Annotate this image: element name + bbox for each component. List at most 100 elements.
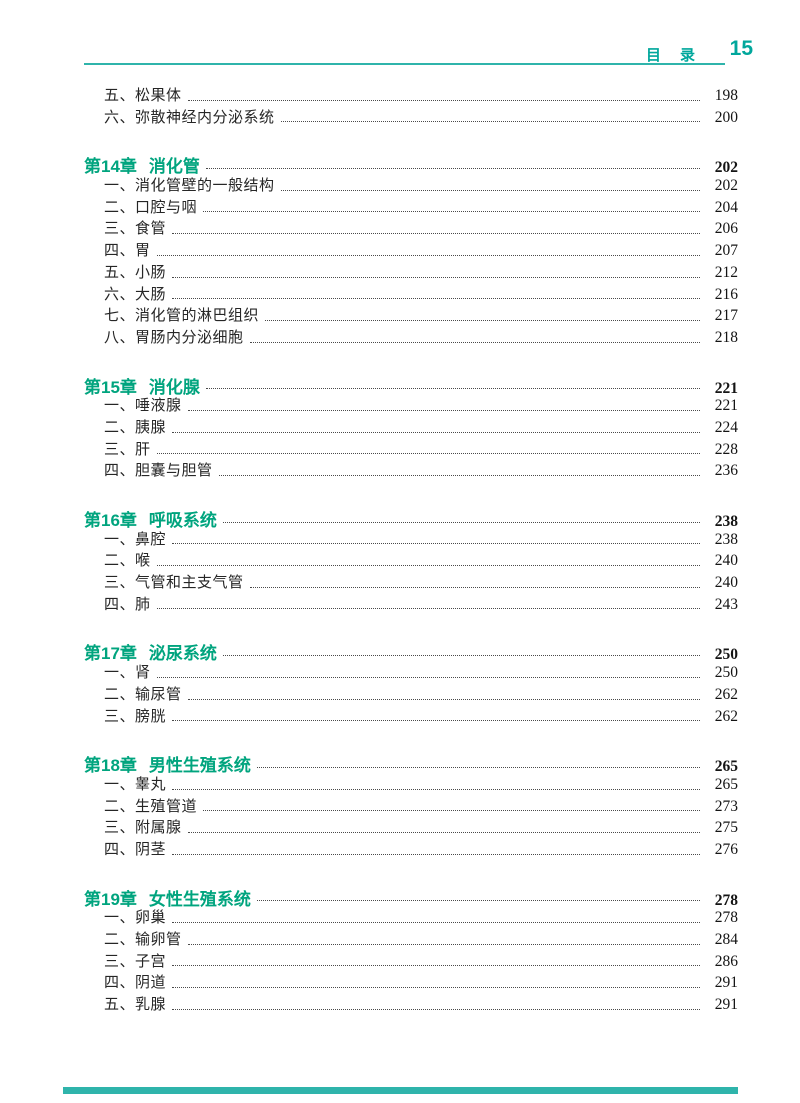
- entry-label: 一、肾: [104, 663, 151, 682]
- entry-page-number: 212: [714, 263, 738, 281]
- toc-entry-row: 一、睾丸 265: [84, 773, 738, 795]
- toc-entry-row: 一、鼻腔 238: [84, 528, 738, 550]
- entry-page-number: 217: [714, 307, 738, 325]
- entry-page-number: 236: [714, 462, 738, 480]
- entry-page-number: 240: [714, 574, 738, 592]
- dot-leader: [205, 388, 700, 390]
- entry-label: 四、阴道: [104, 973, 167, 992]
- chapter-number: 第16章: [84, 511, 137, 530]
- entry-label: 七、消化管的淋巴组织: [104, 306, 260, 325]
- dot-leader: [187, 698, 700, 700]
- entry-page-number: 286: [714, 952, 738, 970]
- toc-section: 第15章 消化腺 221 一、唾液腺 221 二、胰腺 224 三、肝 228 …: [84, 373, 738, 481]
- chapter-title: 消化腺: [148, 377, 200, 397]
- chapter-row: 第17章 泌尿系统 250: [84, 639, 738, 664]
- toc-entry-row: 三、子宫 286: [84, 950, 738, 972]
- chapter-title: 泌尿系统: [148, 644, 217, 664]
- dot-leader: [172, 233, 700, 235]
- entry-page-number: 276: [714, 840, 738, 858]
- dot-leader: [172, 965, 700, 967]
- entry-label: 一、消化管壁的一般结构: [104, 176, 275, 195]
- entry-page-number: 238: [714, 530, 738, 548]
- toc-entry-row: 四、肺 243: [84, 593, 738, 615]
- toc-section: 第14章 消化管 202 一、消化管壁的一般结构 202 二、口腔与咽 204 …: [84, 152, 738, 347]
- chapter-page-number: 265: [714, 758, 738, 776]
- entry-label: 六、弥散神经内分泌系统: [104, 107, 275, 126]
- toc-entry-row: 二、输卵管 284: [84, 928, 738, 950]
- chapter-page-number: 202: [714, 159, 738, 177]
- chapter-number: 第17章: [84, 644, 137, 664]
- dot-leader: [280, 189, 700, 191]
- entry-page-number: 218: [714, 328, 738, 346]
- footer-rule: [63, 1087, 738, 1094]
- header-title: 目 录: [645, 47, 697, 64]
- chapter-title: 呼吸系统: [148, 511, 217, 530]
- toc-entry-row: 六、弥散神经内分泌系统 200: [84, 106, 738, 128]
- toc-section: 第17章 泌尿系统 250 一、肾 250 二、输尿管 262 三、膀胱 262: [84, 639, 738, 726]
- toc-entry-row: 六、大肠 216: [84, 283, 738, 305]
- chapter-page-number: 250: [714, 646, 738, 664]
- dot-leader: [156, 453, 700, 455]
- entry-label: 五、乳腺: [104, 995, 167, 1014]
- chapter-title: 女性生殖系统: [148, 889, 251, 909]
- entry-page-number: 265: [714, 775, 738, 793]
- entry-label: 四、阴茎: [104, 839, 167, 858]
- entry-label: 二、口腔与咽: [104, 197, 198, 216]
- entry-page-number: 206: [714, 220, 738, 238]
- chapter-page-number: 238: [714, 513, 738, 530]
- toc-entry-row: 三、肝 228: [84, 438, 738, 460]
- entry-label: 五、松果体: [104, 86, 182, 104]
- entry-label: 二、喉: [104, 551, 151, 570]
- toc-entry-row: 八、胃肠内分泌细胞 218: [84, 326, 738, 348]
- entry-label: 四、胆囊与胆管: [104, 461, 213, 480]
- toc-entry-row: 一、肾 250: [84, 661, 738, 683]
- toc-entry-row: 五、小肠 212: [84, 261, 738, 283]
- dot-leader: [265, 319, 700, 321]
- entry-label: 三、附属腺: [104, 818, 182, 837]
- toc-entry-row: 一、唾液腺 221: [84, 394, 738, 416]
- dot-leader: [187, 943, 700, 945]
- entry-page-number: 243: [714, 595, 738, 613]
- entry-page-number: 216: [714, 285, 738, 303]
- entry-label: 二、输尿管: [104, 684, 182, 703]
- toc-entry-row: 三、膀胱 262: [84, 705, 738, 727]
- dot-leader: [256, 900, 700, 902]
- chapter-number: 第14章: [84, 157, 137, 177]
- entry-label: 二、生殖管道: [104, 796, 198, 815]
- dot-leader: [203, 211, 700, 213]
- entry-page-number: 198: [714, 87, 738, 104]
- entry-page-number: 224: [714, 418, 738, 436]
- entry-label: 三、气管和主支气管: [104, 573, 244, 592]
- entry-label: 一、鼻腔: [104, 529, 167, 548]
- dot-leader: [256, 766, 700, 768]
- entry-label: 五、小肠: [104, 262, 167, 281]
- toc-section: 第16章 呼吸系统 238 一、鼻腔 238 二、喉 240 三、气管和主支气管…: [84, 506, 738, 614]
- entry-label: 八、胃肠内分泌细胞: [104, 327, 244, 346]
- dot-leader: [205, 168, 700, 170]
- entry-page-number: 200: [714, 108, 738, 126]
- toc-section: 五、松果体 198 六、弥散神经内分泌系统 200: [84, 84, 738, 127]
- chapter-title: 男性生殖系统: [148, 756, 251, 776]
- chapter-row: 第19章 女性生殖系统 278: [84, 885, 738, 909]
- entry-page-number: 278: [714, 909, 738, 927]
- dot-leader: [187, 409, 700, 411]
- entry-label: 一、卵巢: [104, 908, 167, 927]
- entry-label: 二、输卵管: [104, 930, 182, 948]
- dot-leader: [203, 810, 700, 812]
- entry-page-number: 207: [714, 242, 738, 260]
- dot-leader: [222, 655, 700, 657]
- entry-label: 一、唾液腺: [104, 396, 182, 415]
- entry-label: 四、胃: [104, 241, 151, 260]
- toc-entry-row: 四、阴茎 276: [84, 838, 738, 860]
- header-page-number: 15: [729, 37, 753, 60]
- entry-page-number: 291: [714, 974, 738, 992]
- dot-leader: [222, 521, 700, 523]
- entry-label: 三、膀胱: [104, 706, 167, 725]
- dot-leader: [156, 565, 700, 567]
- toc-section: 第19章 女性生殖系统 278 一、卵巢 278 二、输卵管 284 三、子宫 …: [84, 885, 738, 1015]
- dot-leader: [172, 922, 700, 923]
- entry-label: 三、肝: [104, 439, 151, 458]
- chapter-title: 消化管: [148, 157, 200, 177]
- entry-page-number: 262: [714, 685, 738, 703]
- dot-leader: [218, 475, 700, 476]
